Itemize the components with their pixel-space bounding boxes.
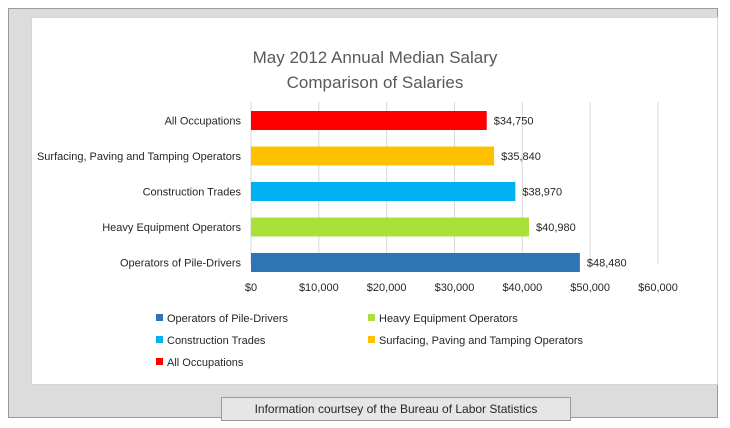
chart-subtitle: Comparison of Salaries [287, 73, 464, 92]
x-tick-label: $40,000 [502, 282, 542, 294]
legend-swatch [368, 336, 375, 343]
category-label: Surfacing, Paving and Tamping Operators [37, 151, 242, 163]
bar [251, 182, 516, 201]
bar [251, 217, 529, 237]
category-label: All Occupations [165, 116, 242, 128]
legend-swatch [156, 336, 163, 343]
bar [251, 253, 580, 272]
data-label: $34,750 [494, 116, 534, 128]
data-label: $38,970 [522, 187, 562, 199]
chart-panel: May 2012 Annual Median Salary Comparison… [31, 17, 718, 385]
legend-swatch [156, 314, 163, 321]
x-tick-label: $30,000 [435, 282, 475, 294]
x-tick-label: $0 [245, 282, 257, 294]
category-label: Heavy Equipment Operators [102, 222, 241, 234]
legend-label: Construction Trades [167, 335, 266, 347]
chart-frame: May 2012 Annual Median Salary Comparison… [8, 8, 718, 421]
bar [251, 111, 487, 130]
legend-label: Heavy Equipment Operators [379, 313, 518, 325]
labels: $0 $10,000 $20,000 $30,000 $40,000 $50,000 $60… [37, 116, 678, 295]
legend-label: All Occupations [167, 357, 244, 369]
data-label: $48,480 [587, 258, 627, 270]
legend-label: Surfacing, Paving and Tamping Operators [379, 335, 584, 347]
chart-title: May 2012 Annual Median Salary [253, 48, 498, 67]
x-tick-label: $10,000 [299, 282, 339, 294]
footer-note: Information courtsey of the Bureau of La… [221, 397, 571, 421]
x-tick-label: $50,000 [570, 282, 610, 294]
legend-swatch [156, 358, 163, 365]
x-tick-label: $20,000 [367, 282, 407, 294]
data-label: $40,980 [536, 222, 576, 234]
bars [251, 111, 580, 272]
salary-bar-chart: May 2012 Annual Median Salary Comparison… [37, 48, 678, 369]
legend-label: Operators of Pile-Drivers [167, 313, 289, 325]
data-label: $35,840 [501, 151, 541, 163]
legend: Operators of Pile-Drivers Heavy Equipment… [156, 313, 584, 369]
bar [251, 146, 495, 166]
x-tick-label: $60,000 [638, 282, 678, 294]
category-label: Construction Trades [143, 187, 242, 199]
legend-swatch [368, 314, 375, 321]
category-label: Operators of Pile-Drivers [120, 258, 242, 270]
